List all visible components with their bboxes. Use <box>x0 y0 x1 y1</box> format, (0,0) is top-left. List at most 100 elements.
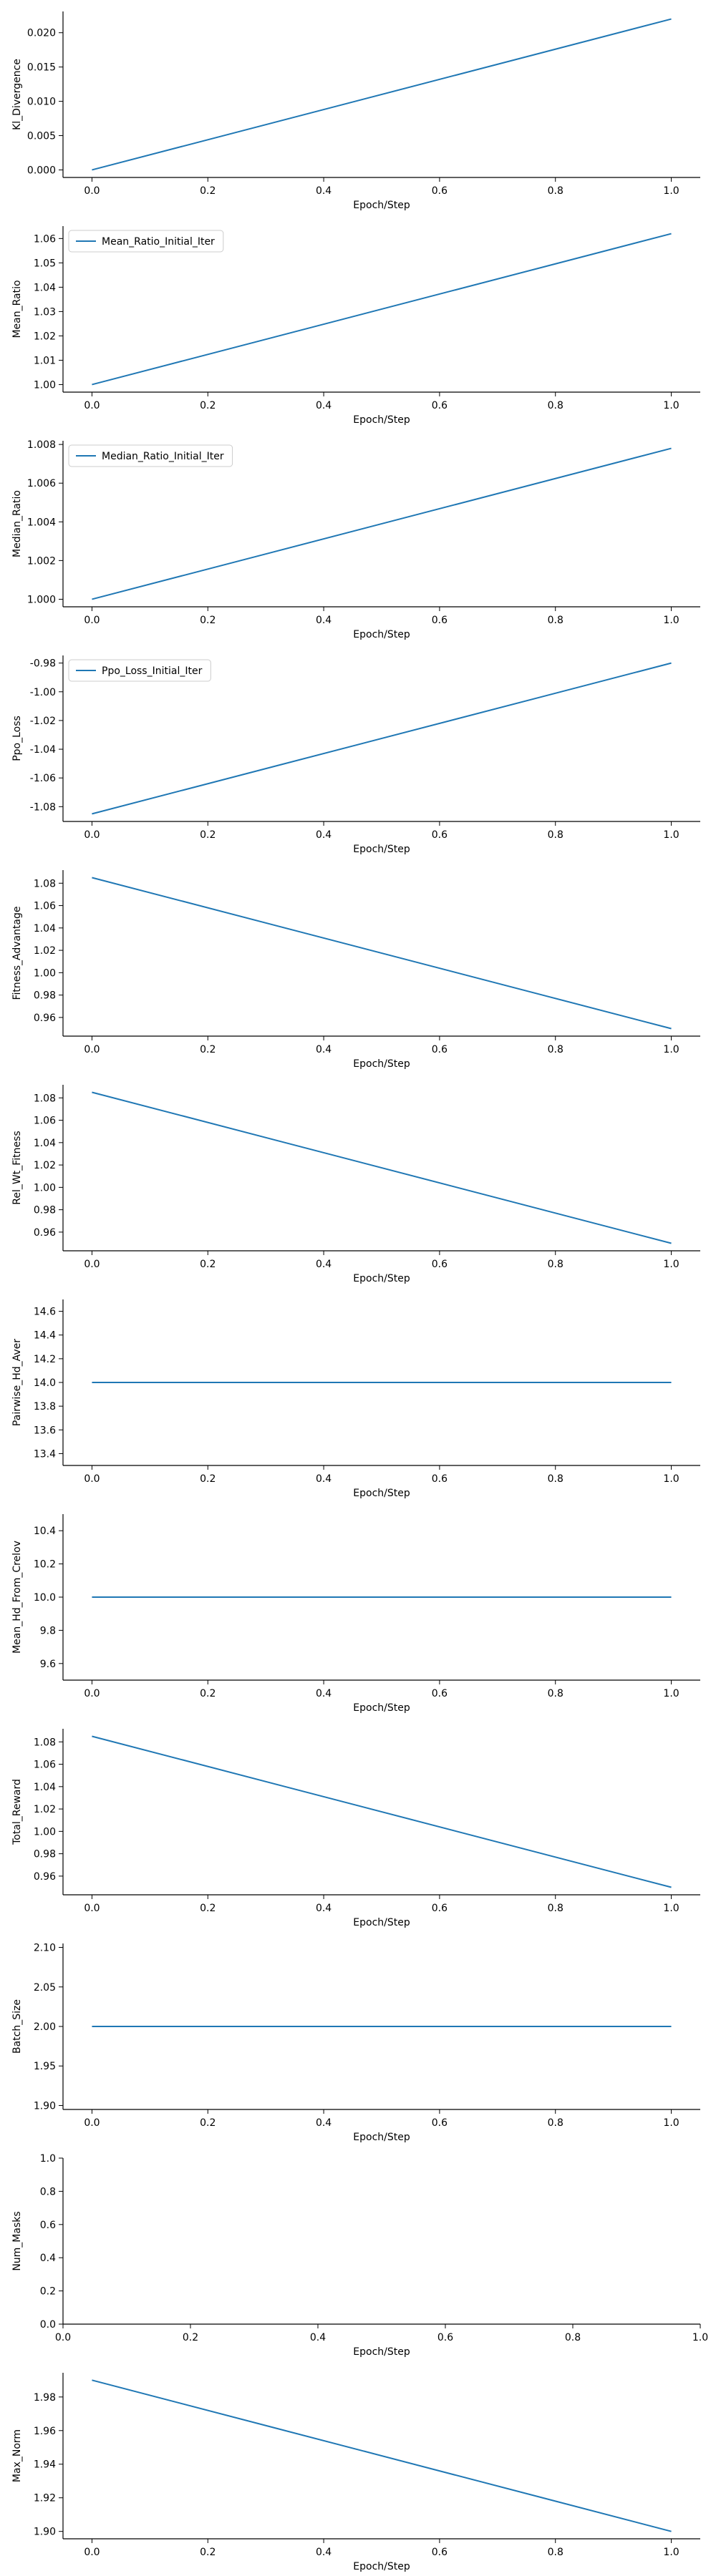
y-tick-label: 0.015 <box>27 62 56 74</box>
chart-8: 0.0 0.2 0.4 0.6 0.8 1.0 9.6 9.8 10.0 10.2 10.4 Epoc… <box>11 1514 700 1714</box>
y-axis-label: Num_Masks <box>11 2211 23 2270</box>
y-tick-label: 1.98 <box>34 2392 56 2404</box>
x-axis-label: Epoch/Step <box>353 2132 410 2143</box>
x-tick-label: 0.2 <box>200 2117 216 2129</box>
y-axis-label: Fitness_Advantage <box>11 906 23 1000</box>
y-tick-label: 0.98 <box>34 1849 56 1860</box>
y-tick-label: 2.05 <box>34 1982 56 1994</box>
y-tick-label: 1.95 <box>34 2061 56 2072</box>
x-tick-label: 0.6 <box>432 400 448 411</box>
x-tick-label: 0.6 <box>432 185 448 197</box>
y-tick-label: 1.02 <box>34 945 56 957</box>
y-tick-label: 0.98 <box>34 1205 56 1216</box>
y-tick-label: 0.000 <box>27 165 56 176</box>
y-tick-label: -1.00 <box>30 687 56 698</box>
y-axis-label: Max_Norm <box>11 2429 23 2482</box>
x-tick-label: 1.0 <box>663 1259 679 1270</box>
y-tick-label: 0.4 <box>40 2253 56 2264</box>
x-tick-label: 0.0 <box>84 829 100 841</box>
y-tick-label: -1.06 <box>30 773 56 784</box>
x-tick-label: 0.6 <box>432 1903 448 1914</box>
legend-label: Mean_Ratio_Initial_Iter <box>102 236 215 248</box>
x-axis-label: Epoch/Step <box>353 1917 410 1928</box>
y-axis-label: Pairwise_Hd_Aver <box>11 1339 23 1426</box>
series-line <box>92 18 672 171</box>
y-tick-label: 0.6 <box>40 2220 56 2231</box>
x-tick-label: 0.4 <box>316 1903 332 1914</box>
legend-frame <box>68 230 224 253</box>
y-tick-label: 0.010 <box>27 97 56 108</box>
y-tick-label: -1.04 <box>30 744 56 756</box>
y-tick-label: -1.08 <box>30 801 56 813</box>
chart-7: 0.0 0.2 0.4 0.6 0.8 1.0 13.4 13.6 13.8 14.0 14.2 14… <box>11 1299 700 1499</box>
x-tick-label: 0.0 <box>84 1044 100 1055</box>
legend-label: Ppo_Loss_Initial_Iter <box>102 665 203 677</box>
y-tick-label: -0.98 <box>30 658 56 670</box>
y-tick-label: 1.004 <box>27 517 56 528</box>
y-tick-label: 2.10 <box>34 1943 56 1954</box>
y-tick-label: 0.005 <box>27 131 56 142</box>
y-tick-label: 1.02 <box>34 1160 56 1171</box>
x-tick-label: 0.8 <box>548 1044 563 1055</box>
y-tick-label: 1.006 <box>27 478 56 489</box>
y-tick-label: 10.4 <box>34 1526 56 1537</box>
x-axis-label: Epoch/Step <box>353 629 410 640</box>
x-tick-label: 0.4 <box>316 1473 332 1485</box>
x-tick-label: 0.8 <box>548 185 563 197</box>
x-tick-label: 0.8 <box>548 1473 563 1485</box>
x-tick-label: 1.0 <box>663 1903 679 1914</box>
x-axis-label: Epoch/Step <box>353 2561 410 2572</box>
x-tick-label: 1.0 <box>663 2547 679 2558</box>
chart-12: 0.0 0.2 0.4 0.6 0.8 1.0 1.90 1.92 1.94 1.96 1.98 Ep… <box>11 2373 700 2572</box>
y-tick-label: 10.2 <box>34 1559 56 1571</box>
x-tick-label: 0.6 <box>432 1044 448 1055</box>
legend-frame <box>68 659 211 682</box>
chart-2: 0.0 0.2 0.4 0.6 0.8 1.0 1.00 1.01 1.02 1.03 1.04 1.… <box>11 226 700 426</box>
x-tick-label: 0.6 <box>432 1688 448 1699</box>
series-line <box>92 447 672 600</box>
y-tick-label: -1.02 <box>30 716 56 727</box>
x-axis-label: Epoch/Step <box>353 1488 410 1499</box>
legend: Median_Ratio_Initial_Iter <box>68 444 233 467</box>
y-tick-label: 1.00 <box>34 967 56 979</box>
x-tick-label: 0.4 <box>316 615 332 626</box>
y-tick-label: 1.05 <box>34 258 56 269</box>
x-tick-label: 0.6 <box>432 615 448 626</box>
y-tick-label: 1.00 <box>34 1826 56 1838</box>
x-tick-label: 0.4 <box>310 2332 326 2343</box>
y-tick-label: 1.0 <box>40 2153 56 2165</box>
x-tick-label: 0.4 <box>316 2547 332 2558</box>
x-axis-label: Epoch/Step <box>353 2346 410 2358</box>
x-tick-label: 1.0 <box>663 400 679 411</box>
x-tick-label: 0.2 <box>200 400 216 411</box>
chart-11: 0.0 0.2 0.4 0.6 0.8 1.0 0.0 0.2 0.4 0.6 0.8 1.0 Epoc… <box>11 2153 708 2358</box>
series-line <box>92 877 672 1030</box>
x-tick-label: 0.2 <box>200 829 216 841</box>
legend: Ppo_Loss_Initial_Iter <box>68 659 211 682</box>
y-tick-label: 1.06 <box>34 1760 56 1771</box>
x-tick-label: 0.2 <box>200 1688 216 1699</box>
y-tick-label: 1.000 <box>27 594 56 605</box>
x-tick-label: 0.2 <box>200 1044 216 1055</box>
x-tick-label: 0.6 <box>432 2547 448 2558</box>
x-tick-label: 0.6 <box>432 1473 448 1485</box>
y-tick-label: 1.04 <box>34 282 56 293</box>
legend: Mean_Ratio_Initial_Iter <box>68 230 224 253</box>
x-axis-label: Epoch/Step <box>353 844 410 855</box>
y-tick-label: 1.02 <box>34 331 56 342</box>
y-tick-label: 1.04 <box>34 923 56 935</box>
legend-label: Median_Ratio_Initial_Iter <box>102 451 224 462</box>
y-tick-label: 1.90 <box>34 2527 56 2538</box>
chart-1: 0.0 0.2 0.4 0.6 0.8 1.0 0.000 0.005 0.010 0.015 0.… <box>11 11 700 211</box>
y-tick-label: 0.020 <box>27 28 56 39</box>
y-tick-label: 0.96 <box>34 1871 56 1883</box>
x-tick-label: 0.8 <box>548 400 563 411</box>
x-tick-label: 0.8 <box>548 1259 563 1270</box>
y-tick-label: 14.6 <box>34 1307 56 1318</box>
x-tick-label: 0.2 <box>200 615 216 626</box>
y-tick-label: 14.2 <box>34 1354 56 1365</box>
x-tick-label: 1.0 <box>663 1473 679 1485</box>
x-tick-label: 0.6 <box>432 2117 448 2129</box>
y-tick-label: 1.06 <box>34 901 56 912</box>
